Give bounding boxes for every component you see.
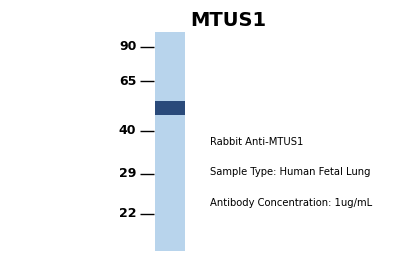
Text: Sample Type: Human Fetal Lung: Sample Type: Human Fetal Lung: [210, 167, 370, 177]
Text: Antibody Concentration: 1ug/mL: Antibody Concentration: 1ug/mL: [210, 198, 372, 208]
Text: 90: 90: [119, 40, 136, 53]
Text: 29: 29: [119, 167, 136, 180]
Text: MTUS1: MTUS1: [190, 11, 266, 30]
Text: Rabbit Anti-MTUS1: Rabbit Anti-MTUS1: [210, 136, 303, 147]
Text: 22: 22: [119, 207, 136, 220]
Text: 40: 40: [119, 124, 136, 137]
Bar: [155, 32, 185, 251]
Text: 65: 65: [119, 75, 136, 88]
Bar: [155, 101, 185, 115]
